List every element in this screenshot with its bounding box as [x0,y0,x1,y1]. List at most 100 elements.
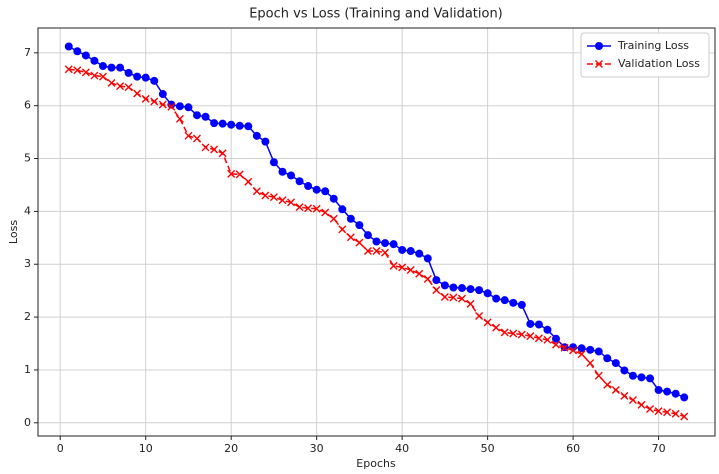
marker [432,286,441,295]
marker [500,328,509,337]
marker [304,204,313,213]
marker [415,249,424,258]
marker [338,205,347,214]
marker [363,247,372,256]
marker [526,319,535,328]
chart-title: Epoch vs Loss (Training and Validation) [249,7,503,22]
marker [107,63,116,72]
marker [124,83,133,92]
marker [534,320,543,329]
marker [611,386,620,395]
marker [637,400,646,409]
marker [449,283,458,292]
marker [192,111,201,120]
y-tick-label: 2 [24,310,31,323]
marker [628,396,637,405]
x-tick-label: 10 [139,442,153,455]
marker [663,387,672,396]
marker [175,102,184,111]
marker [287,198,296,207]
marker [150,97,159,106]
marker [449,293,458,302]
marker [671,409,680,418]
marker [663,408,672,417]
marker [98,62,107,71]
marker [312,204,321,213]
y-tick-label: 0 [24,416,31,429]
x-tick-label: 40 [395,442,409,455]
marker [457,284,466,293]
marker [381,239,390,248]
marker [603,354,612,363]
y-tick-label: 1 [24,363,31,376]
marker [329,214,338,223]
legend-label: Validation Loss [618,57,700,70]
series-line [68,45,685,399]
marker [398,263,407,272]
y-tick-label: 7 [24,46,31,59]
marker [158,90,167,99]
x-tick-label: 20 [224,442,238,455]
marker [227,120,236,129]
marker [210,119,219,128]
marker [269,193,278,202]
marker [603,380,612,389]
marker [73,47,82,56]
plot-frame [37,27,716,437]
x-tick-label: 60 [566,442,580,455]
y-tick-label: 3 [24,257,31,270]
marker [98,72,107,81]
marker [90,71,99,80]
marker [509,329,518,338]
marker [543,325,552,334]
marker [64,65,73,74]
marker [423,254,432,263]
marker [184,131,193,140]
marker [457,294,466,303]
marker [329,194,338,203]
marker [261,137,270,146]
marker [81,51,90,60]
marker [620,391,629,400]
marker [466,285,475,294]
marker [620,366,629,375]
marker [372,237,381,246]
marker [90,56,99,65]
marker [235,121,244,130]
marker [406,247,415,256]
marker [73,66,82,75]
marker [406,266,415,275]
marker [218,149,227,158]
marker [509,298,518,307]
marker [304,182,313,191]
marker [355,238,364,247]
marker [594,371,603,380]
marker [133,72,142,81]
marker [483,289,492,298]
marker [141,73,150,82]
marker [415,269,424,278]
legend-box [580,32,710,78]
marker [654,407,663,416]
marker [192,134,201,143]
marker [475,286,484,295]
marker [116,63,125,72]
marker [680,412,689,421]
marker [637,373,646,382]
marker [389,240,398,249]
marker [201,143,210,152]
marker [543,335,552,344]
marker [175,114,184,123]
marker [218,119,227,128]
x-tick-label: 50 [481,442,495,455]
marker [466,299,475,308]
marker [654,386,663,395]
marker [133,89,142,98]
marker [227,169,236,178]
marker [552,334,561,343]
marker [671,389,680,398]
marker [569,346,578,355]
marker [252,187,261,196]
marker [423,275,432,284]
